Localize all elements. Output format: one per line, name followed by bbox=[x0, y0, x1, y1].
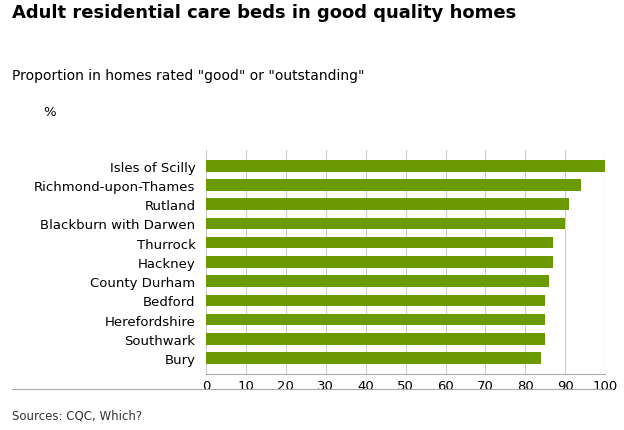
Bar bbox=[206, 314, 545, 326]
Bar bbox=[206, 257, 553, 268]
Text: C: C bbox=[604, 405, 612, 415]
Text: B: B bbox=[569, 405, 577, 415]
Text: Adult residential care beds in good quality homes: Adult residential care beds in good qual… bbox=[12, 4, 517, 22]
Text: Sources: CQC, Which?: Sources: CQC, Which? bbox=[12, 408, 143, 421]
Bar bbox=[206, 353, 542, 364]
Bar bbox=[206, 295, 545, 307]
Text: Proportion in homes rated "good" or "outstanding": Proportion in homes rated "good" or "out… bbox=[12, 69, 365, 83]
Bar bbox=[206, 180, 582, 191]
Bar bbox=[206, 218, 565, 230]
Text: B: B bbox=[587, 405, 595, 415]
Bar bbox=[206, 237, 553, 249]
Bar bbox=[206, 276, 549, 287]
Bar bbox=[206, 199, 569, 211]
Bar bbox=[206, 333, 545, 345]
Text: %: % bbox=[44, 105, 56, 118]
Bar bbox=[206, 161, 605, 172]
